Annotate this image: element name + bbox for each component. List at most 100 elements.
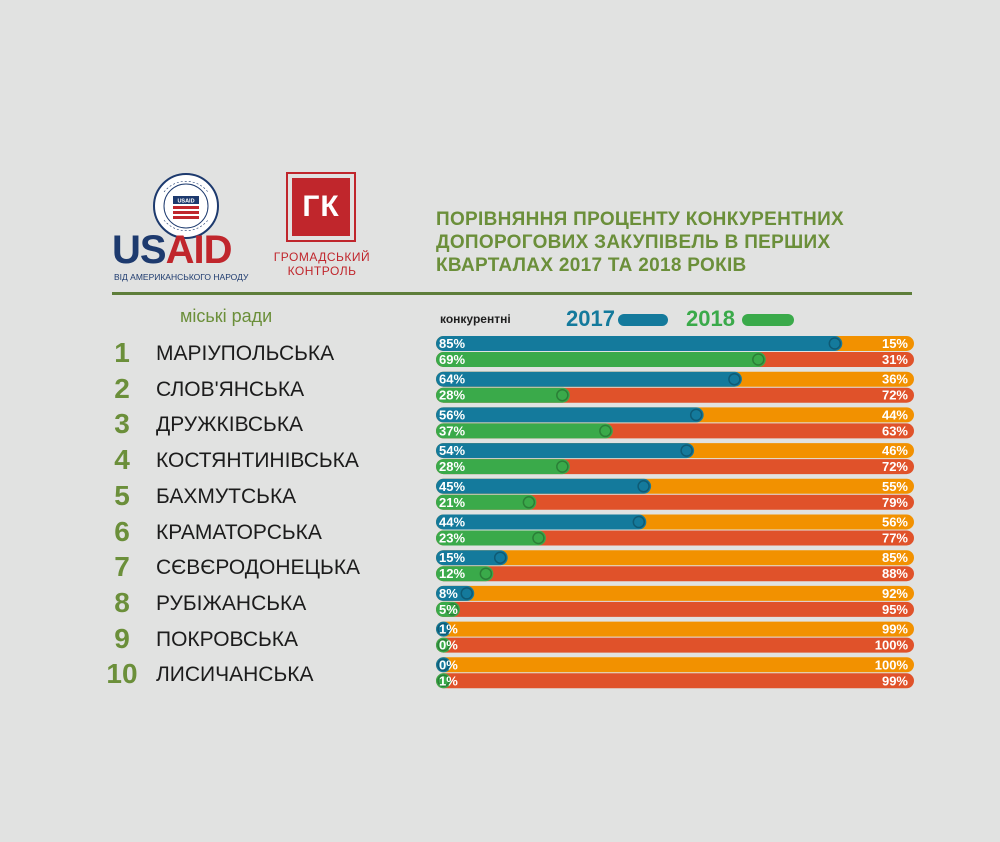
- city-name: КОСТЯНТИНІВСЬКА: [156, 449, 359, 473]
- city-rank: 1: [114, 337, 130, 368]
- bar-endcap-2018: [556, 388, 569, 402]
- bar-label-competitive-2017: 85%: [439, 336, 465, 351]
- bar-endcap-2018: [522, 496, 536, 509]
- legend-2017-swatch: [618, 314, 668, 326]
- bar-other-2018: [436, 494, 914, 510]
- gk-logo-letters: ГК: [292, 178, 350, 236]
- bar-label-competitive-2017: 64%: [439, 372, 465, 387]
- bar-other-2017: [436, 621, 914, 637]
- bar-endcap-2017: [493, 551, 507, 564]
- city-rank: 8: [114, 586, 130, 618]
- bar-endcap-2017: [680, 444, 693, 457]
- bar-label-competitive-2018: 1%: [439, 673, 458, 688]
- bar-competitive-2017: [436, 336, 843, 351]
- usaid-tagline: ВІД АМЕРИКАНСЬКОГО НАРОДУ: [114, 272, 249, 282]
- bar-endcap-2017: [460, 587, 473, 600]
- city-rank: 9: [114, 622, 130, 654]
- bar-label-other-2018: 99%: [882, 673, 908, 688]
- divider: [112, 292, 912, 295]
- chart-title-line3: КВАРТАЛАХ 2017 ТА 2018 РОКІВ: [436, 255, 747, 276]
- bar-label-other-2017: 85%: [882, 550, 908, 565]
- bar-other-2018: [436, 637, 914, 653]
- legend-2018-swatch: [742, 314, 794, 326]
- bar-other-2018: [436, 530, 914, 546]
- city-rank: 5: [114, 479, 130, 511]
- bar-competitive-2018: [436, 387, 570, 403]
- bar-label-other-2017: 15%: [882, 336, 908, 351]
- bar-label-other-2017: 92%: [882, 586, 908, 601]
- city-rank: 6: [114, 515, 130, 547]
- bar-endcap-2018: [752, 353, 765, 366]
- bar-endcap-2018: [532, 531, 545, 545]
- bar-other-2017: [436, 550, 914, 566]
- bar-competitive-2017: [436, 514, 647, 530]
- bar-competitive-2017: [436, 443, 695, 459]
- bar-label-competitive-2017: 1%: [439, 622, 458, 637]
- city-name: БАХМУТСЬКА: [156, 484, 297, 508]
- gk-name-line1: ГРОМАДСЬКИЙ: [273, 250, 371, 264]
- bar-competitive-2018: [436, 423, 613, 439]
- usaid-wordmark-aid: AID: [165, 228, 233, 272]
- bar-other-2018: [436, 601, 914, 617]
- bar-label-competitive-2017: 15%: [439, 550, 465, 565]
- bar-endcap-2017: [828, 337, 842, 350]
- usaid-seal-text: USAID: [177, 199, 194, 205]
- bar-competitive-2018: [436, 494, 537, 510]
- gk-logo-frame: ГК: [286, 172, 356, 242]
- bar-competitive-2017: [436, 407, 704, 423]
- bar-endcap-2018: [599, 424, 612, 438]
- bar-label-competitive-2017: 8%: [439, 586, 458, 601]
- bar-competitive-2018: [436, 459, 570, 475]
- city-rank: 2: [114, 372, 130, 404]
- bar-label-other-2017: 46%: [882, 443, 908, 458]
- city-name: СЄВЄРОДОНЕЦЬКА: [156, 556, 361, 580]
- bar-label-competitive-2018: 21%: [439, 495, 465, 510]
- bar-endcap-2017: [437, 658, 450, 672]
- bar-label-competitive-2017: 56%: [439, 407, 465, 422]
- bar-label-competitive-2018: 28%: [439, 459, 465, 474]
- bar-label-other-2017: 56%: [882, 515, 908, 530]
- bar-endcap-2017: [637, 480, 650, 493]
- chart-title: ПОРІВНЯННЯ ПРОЦЕНТУ КОНКУРЕНТНИХ ДОПОРОГ…: [436, 208, 956, 277]
- bar-label-other-2017: 36%: [882, 372, 908, 387]
- city-name: ДРУЖКІВСЬКА: [156, 413, 304, 437]
- city-rank: 3: [114, 408, 130, 440]
- bar-endcap-2018: [446, 603, 459, 616]
- legend: конкурентні 2017 2018: [440, 306, 840, 332]
- bar-label-competitive-2017: 45%: [439, 479, 465, 494]
- bar-label-competitive-2018: 69%: [439, 352, 465, 367]
- bar-endcap-2018: [556, 460, 569, 473]
- bar-competitive-2018: [436, 566, 494, 582]
- usaid-seal-icon: USAID: [153, 173, 219, 239]
- bar-endcap-2017: [689, 408, 703, 422]
- city-name: КРАМАТОРСЬКА: [156, 520, 322, 544]
- bar-endcap-2017: [437, 622, 450, 636]
- bar-competitive-2017: [436, 478, 652, 494]
- bar-label-other-2018: 100%: [875, 638, 909, 653]
- usaid-wordmark: USAID: [112, 228, 233, 272]
- bar-label-competitive-2018: 5%: [439, 602, 458, 617]
- gk-logo: ГК ГРОМАДСЬКИЙ КОНТРОЛЬ: [270, 172, 390, 282]
- bar-endcap-2017: [728, 372, 741, 386]
- bar-label-competitive-2017: 0%: [439, 657, 458, 672]
- bar-label-other-2017: 99%: [882, 622, 908, 637]
- bar-label-other-2018: 95%: [882, 602, 908, 617]
- legend-2018-label: 2018: [686, 306, 735, 331]
- gk-logo-name: ГРОМАДСЬКИЙ КОНТРОЛЬ: [270, 250, 374, 278]
- legend-label: конкурентні: [440, 312, 511, 326]
- city-rank: 10: [106, 658, 138, 690]
- bar-label-competitive-2018: 0%: [439, 638, 458, 653]
- bar-competitive-2017: [436, 550, 508, 566]
- bar-label-competitive-2018: 37%: [439, 423, 465, 438]
- bar-label-other-2018: 63%: [882, 423, 908, 438]
- bar-label-competitive-2017: 44%: [439, 515, 465, 530]
- legend-2017-label: 2017: [566, 306, 615, 331]
- bar-label-other-2017: 44%: [882, 407, 908, 422]
- bar-label-other-2018: 88%: [882, 566, 908, 581]
- bar-other-2018: [436, 673, 914, 689]
- bar-endcap-2018: [437, 638, 450, 652]
- city-rank: 7: [114, 551, 130, 583]
- bar-label-competitive-2018: 23%: [439, 531, 465, 546]
